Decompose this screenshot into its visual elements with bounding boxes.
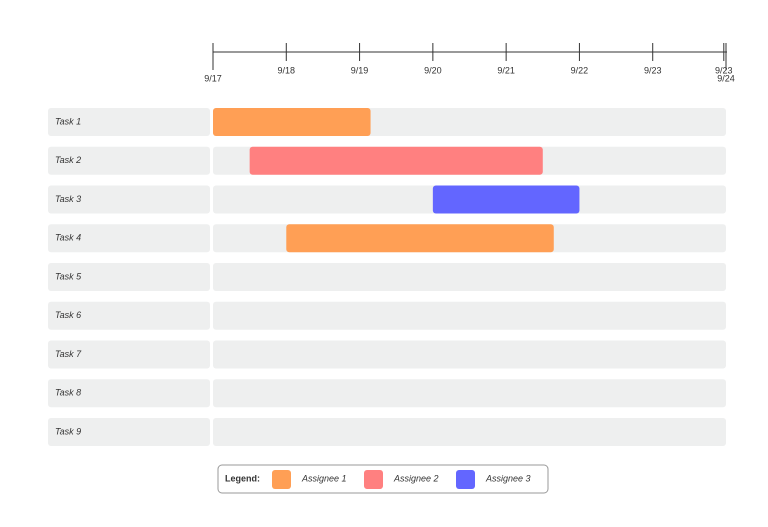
x-tick-label: 9/18 [278, 65, 296, 75]
legend-item: Assignee 1 [301, 473, 347, 483]
x-tick-label: 9/23 [644, 65, 662, 75]
row-label-box [48, 185, 210, 214]
row-track [213, 340, 726, 369]
row-label: Task 2 [55, 155, 81, 165]
row-label-box [48, 263, 210, 291]
row-track [213, 301, 726, 330]
legend-swatch [456, 470, 475, 489]
legend-title: Legend: [225, 473, 260, 483]
row-label-box [48, 379, 210, 408]
row-label-box [48, 301, 210, 330]
row-label: Task 9 [55, 426, 81, 436]
legend-swatch [364, 470, 383, 489]
row-label: Task 5 [55, 271, 82, 281]
row-label-box [48, 224, 210, 253]
row-label-box [48, 340, 210, 369]
x-tick-label: 9/20 [424, 65, 442, 75]
row-label: Task 6 [55, 310, 81, 320]
row-track [213, 263, 726, 291]
legend-swatch [272, 470, 291, 489]
row-label-box [48, 108, 210, 136]
task-bar [432, 185, 580, 214]
row-track [213, 418, 726, 446]
task-bar [213, 108, 371, 136]
row-label: Task 4 [55, 233, 81, 243]
row-label-box [48, 418, 210, 446]
legend-item: Assignee 3 [485, 473, 531, 483]
task-bar [286, 224, 554, 253]
task-bar [249, 146, 543, 175]
x-tick-label: 9/22 [571, 65, 589, 75]
legend-item: Assignee 2 [393, 473, 439, 483]
x-tick-label: 9/24 [717, 73, 735, 83]
x-tick-label: 9/23 [715, 65, 733, 75]
x-tick-label: 9/19 [351, 65, 369, 75]
x-tick-label: 9/17 [204, 73, 222, 83]
row-label: Task 7 [55, 349, 82, 359]
row-label-box [48, 146, 210, 175]
row-track [213, 379, 726, 408]
x-tick-label: 9/21 [497, 65, 515, 75]
row-label: Task 3 [55, 194, 81, 204]
row-label: Task 1 [55, 116, 81, 126]
row-label: Task 8 [55, 388, 81, 398]
